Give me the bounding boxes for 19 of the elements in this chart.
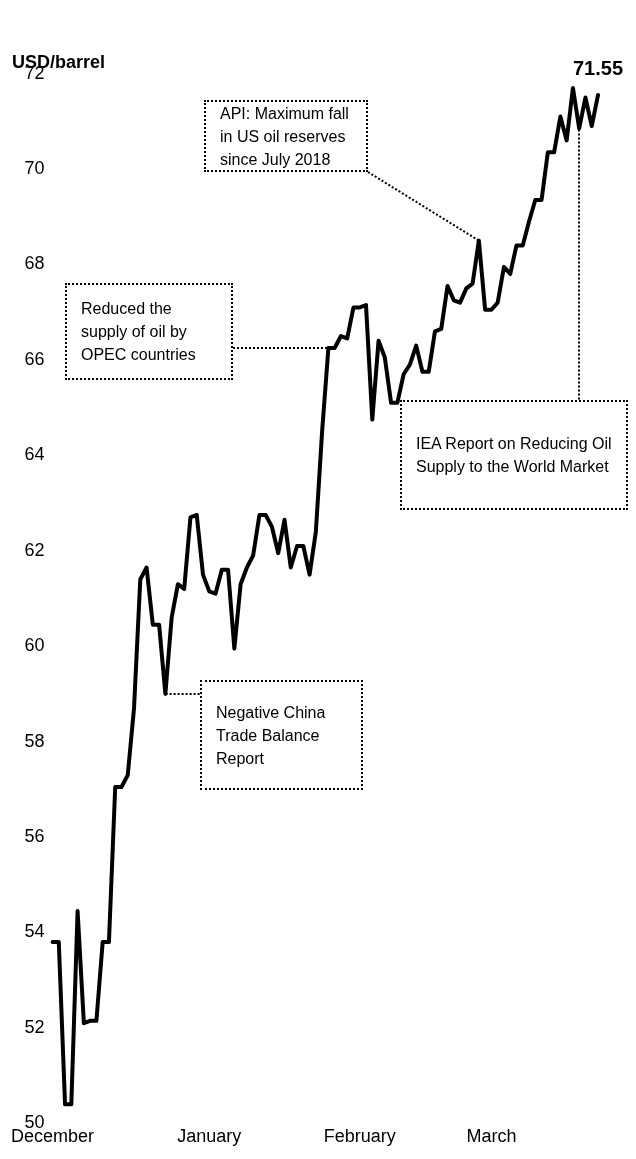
y-tick-label: 52 (24, 1016, 45, 1037)
y-tick-label: 66 (24, 348, 45, 369)
y-tick-label: 56 (24, 826, 45, 847)
y-tick-label: 58 (24, 730, 45, 751)
annotation: Reduced the supply of oil by OPEC countries (81, 299, 197, 365)
x-tick-label: February (323, 1126, 396, 1147)
data-label: 71.55 (572, 56, 624, 79)
y-tick-label: 54 (24, 921, 45, 942)
y-tick-label: 62 (24, 539, 45, 560)
annotation: API: Maximum fall in US oil reserves since July 2018 (220, 103, 350, 170)
y-tick-label: 60 (24, 635, 45, 656)
x-tick-label: March (466, 1126, 517, 1147)
y-tick-label: 68 (24, 253, 45, 274)
annotation: IEA Report on Reducing Oil Supply to the World Market (416, 434, 613, 477)
y-tick-label: 50 (24, 1112, 45, 1133)
annotation: Negative China Trade Balance Report (216, 702, 327, 769)
x-tick-label: January (177, 1126, 242, 1147)
y-tick-label: 64 (24, 444, 45, 465)
y-tick-label: 70 (24, 158, 45, 179)
